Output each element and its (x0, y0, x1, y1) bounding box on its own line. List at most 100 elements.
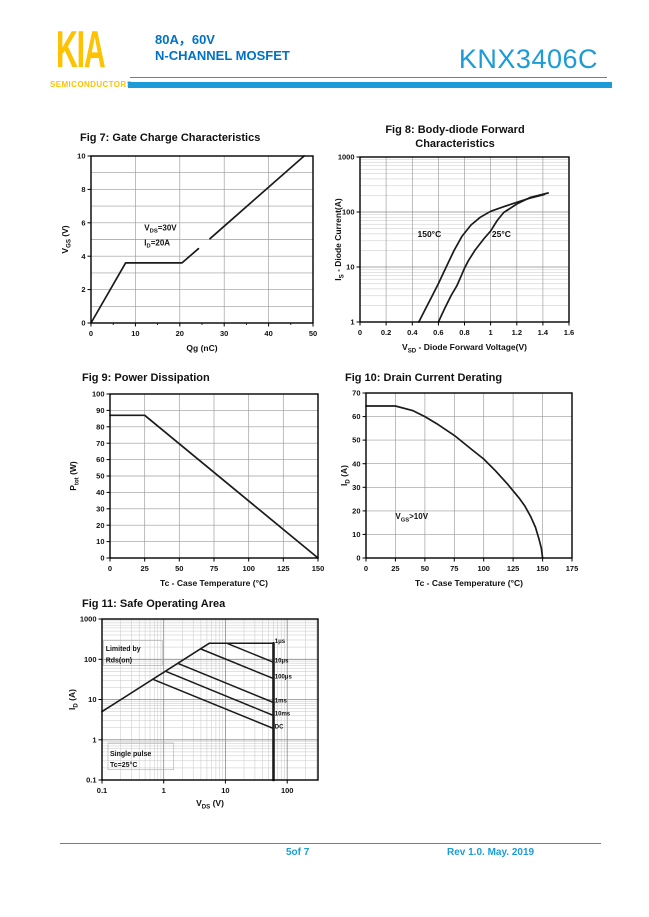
kia-logo-subtext: SEMICONDUCTORS (50, 80, 133, 89)
svg-text:60: 60 (352, 412, 360, 421)
svg-text:VDS=30V: VDS=30V (144, 223, 177, 234)
kia-logo: KIA (56, 21, 106, 79)
svg-text:Tc - Case Temperature (°C): Tc - Case Temperature (°C) (160, 578, 268, 588)
svg-text:1.4: 1.4 (538, 328, 549, 337)
svg-text:Limited by: Limited by (106, 646, 141, 653)
svg-text:75: 75 (210, 564, 218, 573)
svg-text:25: 25 (141, 564, 149, 573)
svg-text:20: 20 (176, 329, 184, 338)
svg-text:ID (A): ID (A) (67, 689, 79, 710)
svg-text:175: 175 (566, 564, 579, 573)
svg-text:2: 2 (81, 285, 85, 294)
svg-text:50: 50 (352, 436, 360, 445)
svg-text:Fig 10: Drain Current Derating: Fig 10: Drain Current Derating (345, 372, 502, 384)
svg-text:VGS (V): VGS (V) (60, 225, 72, 253)
svg-text:30: 30 (220, 329, 228, 338)
svg-text:Fig 9: Power Dissipation: Fig 9: Power Dissipation (82, 372, 210, 384)
svg-text:1.2: 1.2 (512, 328, 522, 337)
svg-text:6: 6 (81, 218, 85, 227)
svg-text:75: 75 (450, 564, 458, 573)
svg-text:Ptot (W): Ptot (W) (68, 461, 80, 491)
svg-text:50: 50 (175, 564, 183, 573)
svg-text:1μs: 1μs (275, 639, 286, 645)
svg-text:100: 100 (84, 655, 97, 664)
svg-text:25: 25 (391, 564, 399, 573)
svg-text:70: 70 (96, 439, 104, 448)
svg-text:VSD - Diode Forward Voltage(V): VSD - Diode Forward Voltage(V) (402, 342, 527, 354)
svg-text:150: 150 (536, 564, 549, 573)
svg-text:0.8: 0.8 (459, 328, 469, 337)
svg-text:40: 40 (96, 488, 104, 497)
svg-text:ID (A): ID (A) (339, 465, 351, 486)
svg-text:DC: DC (275, 725, 284, 731)
svg-text:1ms: 1ms (275, 699, 288, 705)
svg-text:40: 40 (352, 459, 360, 468)
svg-text:20: 20 (352, 507, 360, 516)
svg-text:0: 0 (356, 554, 360, 563)
svg-text:100: 100 (477, 564, 490, 573)
svg-text:100: 100 (342, 208, 355, 217)
svg-text:10: 10 (346, 263, 354, 272)
svg-text:70: 70 (352, 389, 360, 398)
fig7-gate-charge-chart: 0 10 20 30 40 50 0 2 4 6 8 10 Qg (nC) VGS (V) VDS=30V I… (55, 118, 335, 360)
svg-text:4: 4 (81, 252, 86, 261)
svg-text:0: 0 (81, 319, 85, 328)
svg-text:125: 125 (277, 564, 290, 573)
fig9-power-dissipation-chart: 0 25 50 75 100 125 150 0 10 20 30 40 50 60 70 80 90 100 Tc… (55, 360, 340, 602)
svg-text:10: 10 (77, 152, 85, 161)
svg-text:10: 10 (352, 530, 360, 539)
svg-text:8: 8 (81, 185, 85, 194)
svg-text:Characteristics: Characteristics (415, 138, 495, 150)
fig10-drain-current-derating-chart: 0 25 50 75 100 125 150 175 0 10 20 30 40 50 60 70 Tc - C… (335, 360, 625, 602)
svg-text:30: 30 (352, 483, 360, 492)
svg-text:1: 1 (350, 318, 354, 327)
svg-text:0.2: 0.2 (381, 328, 391, 337)
fig11-safe-operating-area-chart: 0.1 1 10 100 1000 100 10 1 0.1 VDS (V) ID (A) Limit… (55, 588, 350, 818)
svg-text:100μs: 100μs (275, 675, 293, 681)
footer-rule (60, 843, 601, 844)
product-rating: 80A，60V (155, 32, 215, 47)
svg-text:VDS (V): VDS (V) (196, 798, 224, 810)
svg-text:10ms: 10ms (275, 712, 291, 718)
product-type: N-CHANNEL MOSFET (155, 48, 290, 63)
svg-text:10μs: 10μs (275, 658, 289, 664)
svg-text:150: 150 (312, 564, 325, 573)
svg-text:10: 10 (221, 786, 229, 795)
page-number: 5of 7 (286, 847, 310, 858)
svg-text:0.1: 0.1 (97, 786, 107, 795)
svg-text:25°C: 25°C (492, 229, 511, 239)
svg-text:0.4: 0.4 (407, 328, 418, 337)
svg-text:1: 1 (92, 735, 96, 744)
svg-text:VGS>10V: VGS>10V (395, 512, 428, 523)
svg-text:30: 30 (96, 504, 104, 513)
svg-text:1000: 1000 (80, 615, 97, 624)
svg-text:40: 40 (264, 329, 272, 338)
svg-text:0: 0 (364, 564, 368, 573)
svg-text:Tc=25°C: Tc=25°C (110, 761, 137, 769)
svg-text:150°C: 150°C (418, 229, 442, 239)
svg-text:50: 50 (96, 472, 104, 481)
svg-text:10: 10 (88, 695, 96, 704)
svg-text:0: 0 (358, 328, 362, 337)
part-number: KNX3406C (458, 44, 598, 74)
svg-text:125: 125 (507, 564, 520, 573)
svg-text:100: 100 (281, 786, 294, 795)
svg-text:1: 1 (162, 786, 166, 795)
svg-text:80: 80 (96, 422, 104, 431)
header-rule-thick (128, 82, 612, 88)
svg-text:0: 0 (108, 564, 112, 573)
svg-text:0.6: 0.6 (433, 328, 443, 337)
svg-text:Qg (nC): Qg (nC) (186, 343, 217, 353)
svg-text:50: 50 (309, 329, 317, 338)
svg-text:Tc - Case Temperature (°C): Tc - Case Temperature (°C) (415, 578, 523, 588)
svg-text:20: 20 (96, 521, 104, 530)
svg-text:100: 100 (242, 564, 255, 573)
svg-text:60: 60 (96, 455, 104, 464)
svg-text:0: 0 (89, 329, 93, 338)
svg-text:10: 10 (131, 329, 139, 338)
fig8-body-diode-forward-chart: 0 0.2 0.4 0.6 0.8 1 1.2 1.4 1.6 1 10 100 1000 VSD - D… (330, 116, 622, 362)
svg-text:Single pulse: Single pulse (110, 751, 151, 758)
svg-text:Fig 7: Gate Charge Characteris: Fig 7: Gate Charge Characteristics (80, 132, 260, 144)
svg-text:1000: 1000 (338, 153, 355, 162)
